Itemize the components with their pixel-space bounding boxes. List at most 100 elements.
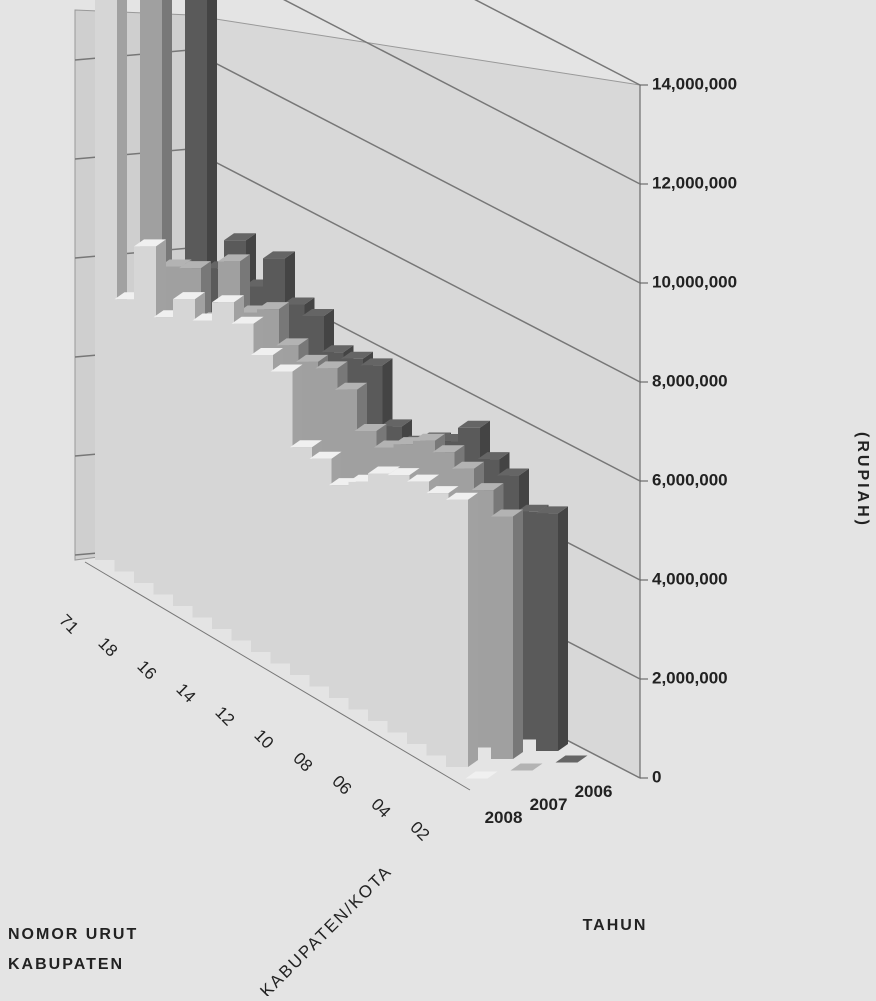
bar-top xyxy=(446,492,478,500)
category-label: 10 xyxy=(250,726,277,753)
bar-front xyxy=(153,317,176,595)
bar-top xyxy=(477,452,510,460)
bar-front xyxy=(491,516,513,759)
bar-top xyxy=(263,251,295,259)
bar-top xyxy=(282,297,315,305)
bar-front xyxy=(407,481,429,744)
bar-top xyxy=(290,440,322,448)
bar-top xyxy=(212,295,244,303)
bar-top xyxy=(432,445,465,453)
bar-front xyxy=(348,481,371,710)
bar-front xyxy=(231,323,254,641)
bar-top xyxy=(471,483,504,491)
left-title: NOMOR URUT KABUPATEN xyxy=(8,926,139,973)
bar-top xyxy=(270,364,303,372)
category-label: 08 xyxy=(289,749,316,776)
bar-front xyxy=(368,473,390,721)
bar-top xyxy=(134,239,166,247)
bar-top xyxy=(452,461,484,469)
bar xyxy=(555,755,588,763)
bar-front xyxy=(114,299,137,572)
bar-top xyxy=(173,292,205,300)
bar-top xyxy=(458,420,490,428)
category-label: 04 xyxy=(367,795,394,822)
category-axis xyxy=(84,561,471,791)
bar-front xyxy=(290,447,312,675)
bar-top xyxy=(536,506,568,514)
bar-top xyxy=(354,424,387,431)
y-axis-title: (RUPIAH) xyxy=(854,432,871,528)
series-label: 2007 xyxy=(530,795,568,814)
bar-top xyxy=(426,486,459,494)
bar-front xyxy=(387,475,410,733)
bar-top xyxy=(516,504,549,512)
y-tick-label: 10,000,000 xyxy=(652,272,737,291)
category-label: 02 xyxy=(406,818,433,845)
bar xyxy=(446,492,478,767)
bar-top xyxy=(360,358,393,366)
bar-top xyxy=(341,351,373,359)
bar-top xyxy=(491,509,523,517)
bar-top xyxy=(510,763,543,771)
bar-top xyxy=(159,259,192,267)
y-tick-label: 0 xyxy=(652,767,661,786)
bar-top xyxy=(251,348,283,355)
bar-top xyxy=(179,261,211,269)
bar-top xyxy=(387,468,420,476)
bar-front xyxy=(536,513,558,751)
bar-front xyxy=(173,299,195,606)
grid-line xyxy=(283,0,641,185)
bar-front xyxy=(95,0,117,560)
category-label: 12 xyxy=(211,703,238,730)
series-label: 2008 xyxy=(485,808,523,827)
bar-top xyxy=(218,254,250,262)
bar-top xyxy=(497,468,529,476)
bar-front xyxy=(251,355,273,652)
y-tick-label: 2,000,000 xyxy=(652,668,728,687)
bar-front xyxy=(309,458,332,687)
y-tick-label: 6,000,000 xyxy=(652,470,728,489)
bar-front xyxy=(134,246,156,583)
y-tick-label: 4,000,000 xyxy=(652,569,728,588)
bar-top xyxy=(296,354,328,362)
category-axis-title: KABUPATEN/KOTA xyxy=(256,861,395,996)
category-label: 16 xyxy=(133,657,160,684)
bar-top xyxy=(407,474,439,482)
bar-top xyxy=(368,466,400,474)
bar-front xyxy=(212,302,234,629)
y-tick-label: 14,000,000 xyxy=(652,74,737,93)
bar-top xyxy=(224,233,256,241)
bar xyxy=(536,506,568,751)
category-label: 06 xyxy=(328,772,355,799)
bar-side xyxy=(468,492,478,767)
series-label: 2006 xyxy=(575,782,613,801)
grid-line xyxy=(474,0,641,86)
bar-top xyxy=(555,755,588,763)
category-label: 14 xyxy=(172,680,199,707)
bar-top xyxy=(413,433,445,441)
bar-front xyxy=(329,485,351,698)
bar-top xyxy=(321,345,354,353)
grid-line xyxy=(189,49,641,284)
bar-top xyxy=(309,451,342,459)
bar xyxy=(491,509,523,759)
bar-top xyxy=(465,771,498,779)
category-label: 71 xyxy=(55,611,82,638)
category-label: 18 xyxy=(94,634,121,661)
bar-top xyxy=(276,338,309,346)
bar-front xyxy=(192,320,215,618)
bar-front xyxy=(270,371,293,664)
bar-top xyxy=(315,361,348,369)
bar-side xyxy=(513,509,523,759)
grid-line xyxy=(189,148,641,383)
y-tick-label: 12,000,000 xyxy=(652,173,737,192)
bar-top xyxy=(380,419,412,427)
bar-top xyxy=(335,382,367,390)
bar-front xyxy=(426,493,449,756)
bar-side xyxy=(558,506,568,751)
series-axis-title: TAHUN xyxy=(583,917,648,934)
bar-front xyxy=(446,499,468,767)
plot-area: 0 2,000,000 4,000,000 6,000,000 8,000,000 10,… xyxy=(74,0,737,786)
